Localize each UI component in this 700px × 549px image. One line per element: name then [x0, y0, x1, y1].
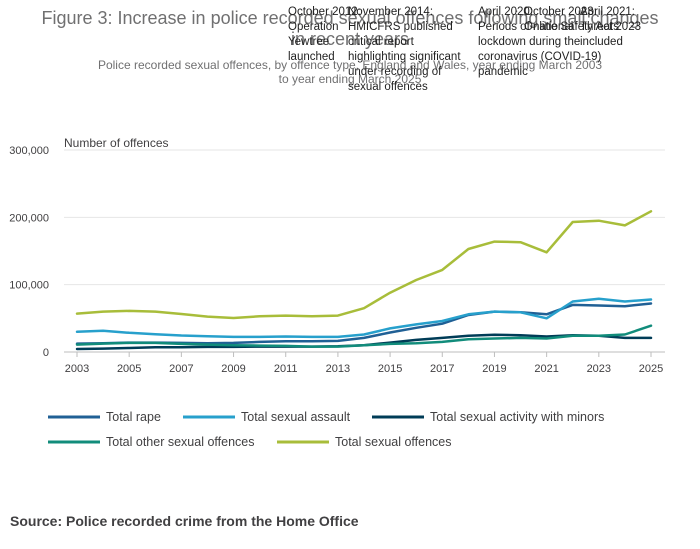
- chart-title-line-1: Figure 3: Increase in police recorded se…: [41, 8, 658, 28]
- source-note: Source: Police recorded crime from the H…: [10, 513, 359, 529]
- legend-label: Total sexual assault: [241, 410, 351, 424]
- annotation-1: October 2012: Operation Yewtree launched: [288, 6, 361, 63]
- legend-item-total-rape[interactable]: Total rape: [48, 410, 161, 424]
- annotation-5: April 2021: Threats included: [580, 6, 635, 48]
- legend-item-total-sexual-offences[interactable]: Total sexual offences: [277, 435, 452, 449]
- x-tick-label: 2011: [274, 363, 298, 375]
- legend-item-total-sexual-assault[interactable]: Total sexual assault: [183, 410, 351, 424]
- annotation-line: HMICFRS published: [348, 21, 453, 33]
- annotation-line: lockdown during the: [478, 36, 580, 48]
- annotation-line: Online Safety Act 2023: [524, 21, 641, 33]
- annotation-line: included: [580, 36, 623, 48]
- x-tick-label: 2019: [482, 363, 506, 375]
- y-tick-label: 300,000: [9, 145, 49, 157]
- annotation-line: pandemic: [478, 66, 528, 78]
- chart-subtitle-line-2: to year ending March 2025: [279, 72, 422, 86]
- series-line-total-sexual-offences: [75, 210, 653, 320]
- x-tick-label: 2013: [326, 363, 350, 375]
- series-line-total-other-sexual-offences: [75, 324, 653, 348]
- annotation-4: October 2023: Online Safety Act 2023: [524, 6, 641, 33]
- annotation-3: April 2020: Periods of national lockdown d…: [478, 6, 602, 78]
- legend-item-total-sexual-activity-with-minors[interactable]: Total sexual activity with minors: [372, 410, 604, 424]
- chart-subtitle-line-1: Police recorded sexual offences, by offe…: [98, 58, 602, 72]
- annotation-line: Threats: [580, 21, 619, 33]
- y-tick-label: 0: [43, 347, 49, 359]
- annotation-line: November 2014:: [348, 6, 433, 18]
- annotation-line: October 2012:: [288, 6, 361, 18]
- annotation-line: coronavirus (COVID-19): [478, 51, 602, 63]
- annotation-line: highlighting significant: [348, 51, 461, 63]
- x-tick-label: 2009: [221, 363, 245, 375]
- x-tick-label: 2021: [534, 363, 558, 375]
- legend-item-total-other-sexual-offences[interactable]: Total other sexual offences: [48, 435, 254, 449]
- annotation-line: Operation: [288, 21, 339, 33]
- annotation-line: critical report: [348, 36, 415, 48]
- annotation-2: November 2014: HMICFRS published critical …: [348, 6, 461, 93]
- annotation-line: under recording of: [348, 66, 442, 78]
- chart-title-line-2: in recent years: [291, 29, 409, 49]
- annotation-line: April 2021:: [580, 6, 635, 18]
- annotation-line: Periods of national: [478, 21, 573, 33]
- x-tick-label: 2005: [117, 363, 141, 375]
- x-tick-label: 2003: [65, 363, 89, 375]
- legend-label: Total rape: [106, 410, 161, 424]
- legend-label: Total sexual activity with minors: [430, 410, 604, 424]
- annotation-line: sexual offences: [348, 81, 428, 93]
- x-tick-label: 2023: [587, 363, 611, 375]
- x-tick-label: 2025: [639, 363, 663, 375]
- legend-label: Total other sexual offences: [106, 435, 254, 449]
- y-axis-label: Number of offences: [64, 136, 169, 150]
- legend-label: Total sexual offences: [335, 435, 452, 449]
- annotation-line: launched: [288, 51, 335, 63]
- x-tick-label: 2007: [169, 363, 193, 375]
- x-tick-label: 2015: [378, 363, 402, 375]
- x-tick-label: 2017: [430, 363, 454, 375]
- annotation-line: April 2020:: [478, 6, 533, 18]
- y-tick-label: 200,000: [9, 212, 49, 224]
- y-tick-label: 100,000: [9, 280, 49, 292]
- annotation-line: Yewtree: [288, 36, 329, 48]
- series-line-total-sexual-assault: [75, 297, 653, 339]
- annotation-line: October 2023:: [524, 6, 597, 18]
